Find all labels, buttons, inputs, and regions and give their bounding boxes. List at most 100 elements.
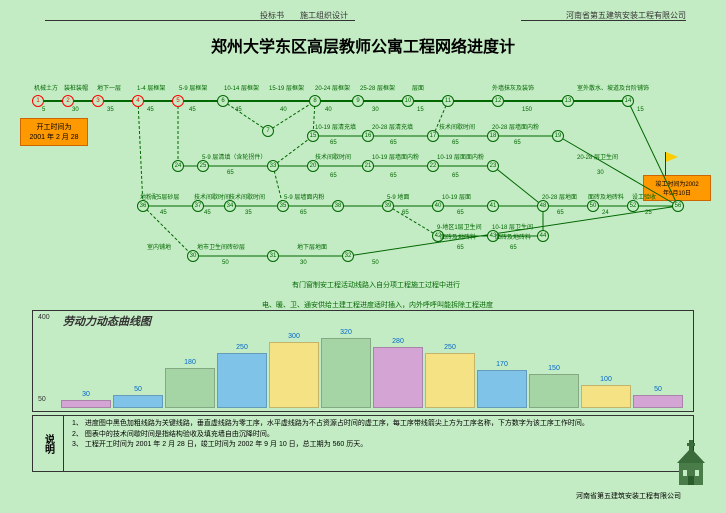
duration: 25	[645, 210, 652, 216]
duration: 65	[452, 173, 459, 179]
activity-label: 技术间歇时间	[194, 192, 230, 201]
node-56: 56	[672, 200, 684, 212]
activity-label: 15-19 层框架	[269, 83, 304, 92]
activity-label: 20-28 层地面	[542, 192, 577, 201]
duration: 35	[245, 210, 252, 216]
node-32: 32	[342, 250, 354, 262]
activity-label: 设工验收	[632, 192, 656, 201]
activity-label: 室外散水、坡道及台阶铺饰	[577, 83, 649, 92]
node-16: 16	[362, 130, 374, 142]
duration: 65	[330, 140, 337, 146]
activity-label: 地粉配5层砂层	[140, 192, 179, 201]
bar-11: 50	[633, 395, 683, 408]
duration: 45	[189, 107, 196, 113]
node-11: 11	[442, 95, 454, 107]
node-23: 23	[487, 160, 499, 172]
node-39: 39	[382, 200, 394, 212]
activity-label: 10-19 层墙面内粉	[372, 152, 419, 161]
bar-5: 320	[321, 338, 371, 408]
node-17: 17	[427, 130, 439, 142]
labor-chart: 劳动力动态曲线图 400 50 305018025030032028025017…	[32, 310, 694, 412]
activity-label: 10-18 层卫生间	[492, 222, 533, 231]
activity-label: 机械土方	[34, 83, 58, 92]
bar-9: 150	[529, 374, 579, 408]
node-3: 3	[92, 95, 104, 107]
activity-label: 20-24 层框架	[315, 83, 350, 92]
activity-label: 面砖及地砖料	[495, 232, 531, 241]
node-19: 19	[552, 130, 564, 142]
node-21: 21	[362, 160, 374, 172]
activity-label: 技术间歇时间	[439, 122, 475, 131]
node-31: 31	[267, 250, 279, 262]
activity-label: 10-14 层框架	[224, 83, 259, 92]
node-6: 6	[217, 95, 229, 107]
duration: 40	[280, 107, 287, 113]
duration: 30	[300, 260, 307, 266]
activity-label: 5-9 层清填（含轮拐件）	[202, 152, 266, 161]
header-line-right	[521, 20, 686, 21]
node-15: 15	[307, 130, 319, 142]
node-10: 10	[402, 95, 414, 107]
bar-10: 100	[581, 385, 631, 408]
duration: 65	[514, 140, 521, 146]
network-diagram: 1234567891011121314242533151617181920212…	[32, 55, 692, 300]
node-33: 33	[267, 160, 279, 172]
activity-label: 地下一层	[97, 83, 121, 92]
duration: 45	[147, 107, 154, 113]
church-icon	[671, 438, 711, 488]
node-40: 40	[432, 200, 444, 212]
bar-2: 180	[165, 368, 215, 408]
duration: 65	[390, 140, 397, 146]
bar-4: 300	[269, 342, 319, 408]
node-5: 5	[172, 95, 184, 107]
duration: 65	[452, 140, 459, 146]
duration: 5	[42, 107, 45, 113]
activity-label: 9-地区1层卫生间	[437, 222, 482, 231]
node-48: 48	[537, 200, 549, 212]
activity-label: 20-28 层清充填	[372, 122, 413, 131]
node-14: 14	[622, 95, 634, 107]
duration: 30	[372, 107, 379, 113]
node-4: 4	[132, 95, 144, 107]
activity-label: 25-28 层框架	[360, 83, 395, 92]
y-max: 400	[38, 314, 50, 321]
header-line-left	[45, 20, 355, 21]
activity-label: 技术间歇时间	[229, 192, 265, 201]
duration: 15	[417, 107, 424, 113]
activity-label: 5-9 地面	[387, 192, 409, 201]
node-12: 12	[492, 95, 504, 107]
node-1: 1	[32, 95, 44, 107]
duration: 65	[457, 210, 464, 216]
activity-label: 面砖及地砖料	[440, 232, 476, 241]
duration: 65	[227, 170, 234, 176]
node-13: 13	[562, 95, 574, 107]
bar-6: 280	[373, 347, 423, 409]
activity-label: 10-19 层面	[442, 192, 471, 201]
node-34: 34	[224, 200, 236, 212]
bar-3: 250	[217, 353, 267, 408]
duration: 65	[390, 173, 397, 179]
duration: 50	[222, 260, 229, 266]
activity-label: 室内铺地	[147, 242, 171, 251]
node-44: 44	[537, 230, 549, 242]
duration: 30	[597, 170, 604, 176]
node-41: 41	[487, 200, 499, 212]
activity-label: 5-9 层墙面内粉	[284, 192, 324, 201]
duration: 65	[402, 210, 409, 216]
activity-label: 层面	[412, 83, 424, 92]
node-7: 7	[262, 125, 274, 137]
node-38: 38	[332, 200, 344, 212]
duration: 50	[372, 260, 379, 266]
notes-content: 1、 进度图中黑色加粗线路为关键线路，垂直虚线路为零工序，水平虚线路为不占资源占…	[64, 416, 693, 471]
activity-label: 地下层地面	[297, 242, 327, 251]
node-50: 50	[587, 200, 599, 212]
node-24: 24	[172, 160, 184, 172]
chart-title: 劳动力动态曲线图	[63, 313, 151, 329]
duration: 65	[300, 210, 307, 216]
node-2: 2	[62, 95, 74, 107]
duration: 30	[72, 107, 79, 113]
duration: 45	[160, 210, 167, 216]
node-52: 52	[627, 200, 639, 212]
notes-section: 说明 1、 进度图中黑色加粗线路为关键线路，垂直虚线路为零工序，水平虚线路为不占…	[32, 415, 694, 472]
duration: 65	[557, 210, 564, 216]
